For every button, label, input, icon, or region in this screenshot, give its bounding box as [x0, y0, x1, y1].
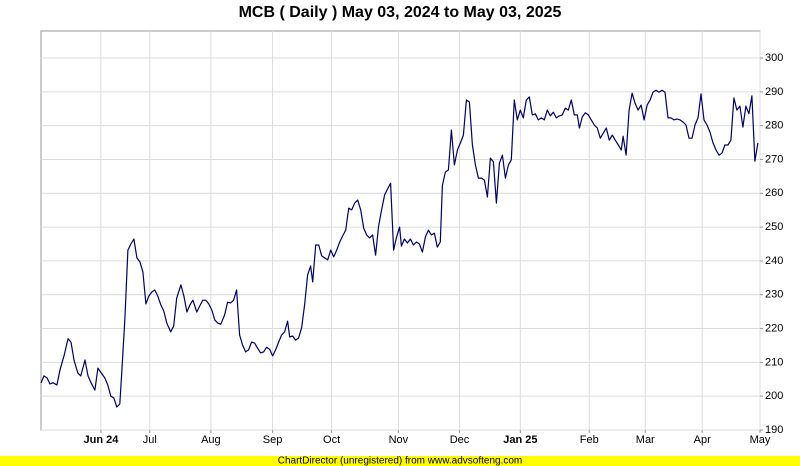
y-tick-label: 260 [765, 187, 783, 199]
y-tick-label: 200 [765, 390, 783, 402]
y-tick-label: 300 [765, 52, 783, 64]
footer-bar [0, 456, 800, 466]
x-tick-label: Apr [694, 434, 711, 446]
x-tick-label: Jan 25 [503, 434, 537, 446]
y-tick-label: 250 [765, 221, 783, 233]
x-tick-label: May [750, 434, 771, 446]
y-tick-label: 230 [765, 289, 783, 301]
x-tick-label: Oct [323, 434, 340, 446]
y-tick-label: 220 [765, 322, 783, 334]
y-tick-label: 240 [765, 255, 783, 267]
x-tick-label: Feb [580, 434, 599, 446]
price-line [40, 89, 759, 408]
x-tick-label: Dec [450, 434, 470, 446]
chart-title: MCB ( Daily ) May 03, 2024 to May 03, 20… [239, 4, 562, 21]
y-tick-label: 280 [765, 120, 783, 132]
x-tick-label: Jul [143, 434, 157, 446]
x-tick-label: Sep [263, 434, 283, 446]
footer-text: ChartDirector (unregistered) from www.ad… [278, 456, 523, 466]
y-tick-label: 210 [765, 356, 783, 368]
y-tick-label: 190 [765, 424, 783, 436]
x-tick-label: Aug [201, 434, 221, 446]
y-tick-label: 270 [765, 153, 783, 165]
y-tick-label: 290 [765, 86, 783, 98]
x-tick-label: Nov [389, 434, 409, 446]
x-tick-label: Mar [636, 434, 655, 446]
x-tick-label: Jun 24 [83, 434, 119, 446]
